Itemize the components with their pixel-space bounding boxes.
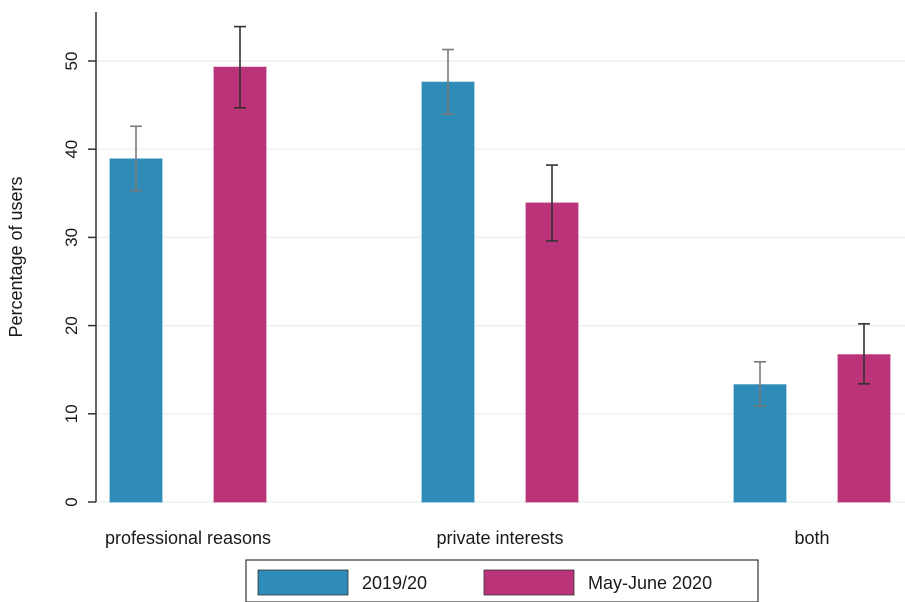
legend-swatch — [483, 569, 575, 596]
y-tick-label: 20 — [62, 316, 81, 335]
y-tick-label: 0 — [62, 497, 81, 506]
category-label: professional reasons — [105, 528, 271, 548]
category-labels: professional reasons private interests bot… — [105, 528, 830, 548]
legend-swatch — [257, 569, 349, 596]
bar — [421, 81, 475, 503]
y-ticks: 0 10 20 30 40 50 — [62, 52, 96, 507]
category-label: private interests — [436, 528, 563, 548]
y-tick-label: 50 — [62, 52, 81, 71]
error-bars — [130, 25, 870, 407]
legend: 2019/20 May-June 2020 — [245, 559, 759, 602]
bar — [109, 158, 163, 503]
y-tick-label: 30 — [62, 228, 81, 247]
y-tick-label: 40 — [62, 140, 81, 159]
y-tick-label: 10 — [62, 404, 81, 423]
category-label: both — [794, 528, 829, 548]
bars — [109, 66, 891, 503]
y-axis-title: Percentage of users — [6, 176, 26, 337]
legend-label: 2019/20 — [362, 573, 427, 593]
bar — [525, 202, 579, 503]
legend-label: May-June 2020 — [588, 573, 712, 593]
bar — [213, 66, 267, 503]
